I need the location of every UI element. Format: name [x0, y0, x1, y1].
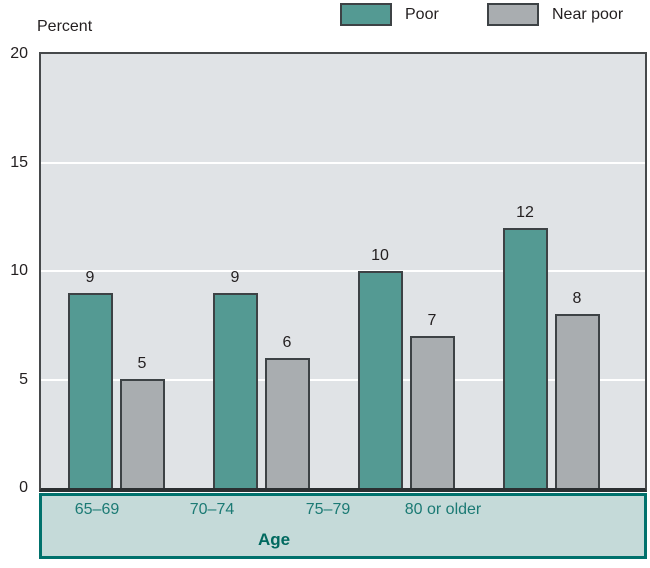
bar-value-label: 12 — [516, 204, 534, 221]
y-tick-label-15: 15 — [10, 153, 28, 171]
legend-label-poor: Poor — [405, 6, 439, 23]
plot-area: 9 9 10 12 5 6 7 8 — [39, 52, 647, 492]
y-tick-label-10: 10 — [10, 262, 28, 279]
gridline-15 — [41, 161, 645, 164]
bar-poor-0 — [68, 293, 113, 488]
gridline-5 — [41, 378, 645, 381]
bar-poor-1 — [213, 293, 258, 488]
bar-value-label: 9 — [230, 269, 240, 286]
x-axis-category-box: Age 65–69 70–74 75–79 80 or older — [39, 493, 647, 559]
gridline-10 — [41, 270, 645, 272]
legend-label-near-poor: Near poor — [552, 6, 624, 23]
y-tick-label-0: 0 — [19, 479, 28, 496]
x-category-label-2: 75–79 — [305, 501, 351, 518]
bar-value-label: 7 — [427, 312, 437, 329]
bar-near-poor-2 — [410, 336, 455, 488]
bar-near-poor-0 — [120, 379, 165, 488]
bar-value-label: 5 — [137, 355, 147, 372]
legend-swatch-poor — [340, 3, 392, 26]
x-category-label-0: 65–69 — [74, 501, 120, 518]
y-tick-label-20: 20 — [10, 45, 28, 62]
legend-entry-poor: Poor — [340, 3, 439, 26]
bar-poor-3 — [503, 228, 548, 488]
legend-entry-near-poor: Near poor — [487, 3, 623, 26]
bar-near-poor-1 — [265, 358, 310, 488]
bar-value-label: 8 — [572, 290, 582, 307]
bar-near-poor-3 — [555, 314, 600, 488]
bar-poor-2 — [358, 271, 403, 488]
y-axis-unit-label: Percent — [37, 18, 93, 35]
y-tick-label-5: 5 — [19, 370, 28, 388]
bar-value-label: 9 — [85, 269, 95, 286]
x-category-label-1: 70–74 — [189, 501, 235, 518]
x-category-label-3: 80 or older — [404, 501, 482, 518]
bar-value-label: 6 — [282, 334, 292, 351]
x-axis-title: Age — [257, 530, 291, 549]
legend-swatch-near-poor — [487, 3, 539, 26]
bar-value-label: 10 — [371, 247, 389, 264]
